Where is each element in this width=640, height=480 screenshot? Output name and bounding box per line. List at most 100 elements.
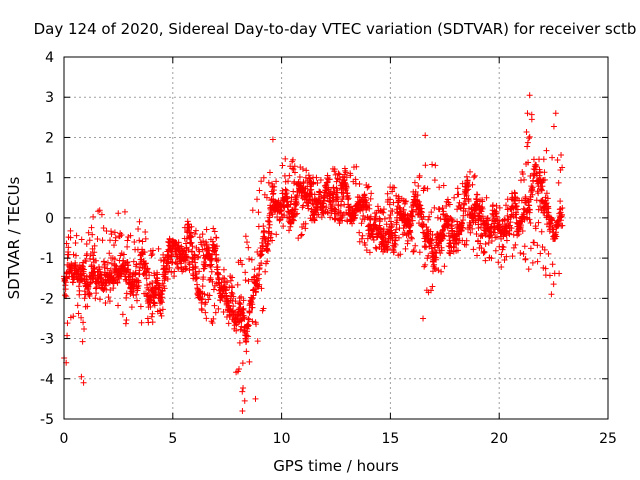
data-point (429, 161, 436, 168)
data-point (329, 202, 336, 209)
data-point (211, 228, 218, 235)
data-point (311, 217, 318, 224)
data-point (389, 223, 396, 230)
data-point (306, 175, 313, 182)
data-point (289, 216, 296, 223)
data-point (78, 236, 85, 243)
data-point (88, 262, 95, 269)
data-point (294, 210, 301, 217)
y-tick-label: -4 (40, 372, 54, 388)
data-point (402, 245, 409, 252)
data-point (465, 197, 472, 204)
data-point (467, 219, 474, 226)
data-point (195, 253, 202, 260)
data-point (251, 273, 258, 280)
data-point (479, 205, 486, 212)
data-point (493, 234, 500, 241)
data-point (545, 250, 552, 257)
data-point (124, 243, 131, 250)
data-point (241, 397, 248, 404)
data-point (526, 216, 533, 223)
data-point (81, 325, 88, 332)
data-point (477, 240, 484, 247)
data-point (503, 202, 510, 209)
data-point (236, 339, 243, 346)
data-point (393, 192, 400, 199)
data-point (420, 213, 427, 220)
data-point (500, 244, 507, 251)
data-point (359, 232, 366, 239)
data-point (63, 240, 70, 247)
data-point (254, 196, 261, 203)
data-point (267, 234, 274, 241)
data-point (111, 256, 118, 263)
data-point (503, 237, 510, 244)
data-point (455, 191, 462, 198)
data-point (212, 309, 219, 316)
data-point (498, 251, 505, 258)
data-point (481, 249, 488, 256)
data-point (469, 181, 476, 188)
data-point (286, 172, 293, 179)
data-point (183, 265, 190, 272)
data-point (85, 229, 92, 236)
data-point (408, 235, 415, 242)
data-point (558, 151, 565, 158)
x-tick-label: 5 (168, 431, 177, 447)
data-point (220, 309, 227, 316)
data-point (229, 274, 236, 281)
data-point (104, 259, 111, 266)
data-point (546, 272, 553, 279)
data-point (364, 184, 371, 191)
data-point (367, 195, 374, 202)
data-point (539, 183, 546, 190)
data-point (543, 147, 550, 154)
data-point (145, 286, 152, 293)
data-point (271, 183, 278, 190)
data-point (508, 225, 515, 232)
data-point (100, 258, 107, 265)
data-point (105, 294, 112, 301)
data-point (115, 302, 122, 309)
data-point (122, 320, 129, 327)
data-point (361, 191, 368, 198)
data-point (482, 240, 489, 247)
data-point (524, 139, 531, 146)
data-point (188, 239, 195, 246)
data-point (309, 200, 316, 207)
data-point (436, 206, 443, 213)
data-point (214, 263, 221, 270)
data-point (282, 186, 289, 193)
data-point (119, 311, 126, 318)
data-point (156, 307, 163, 314)
data-point (203, 315, 210, 322)
data-point (164, 276, 171, 283)
data-point (239, 360, 246, 367)
data-point (387, 227, 394, 234)
data-point (521, 176, 528, 183)
data-point (130, 258, 137, 265)
data-point (237, 257, 244, 264)
data-point (237, 301, 244, 308)
x-tick-label: 10 (273, 431, 291, 447)
data-point (206, 292, 213, 299)
data-point (440, 232, 447, 239)
data-point (440, 182, 447, 189)
data-point (146, 272, 153, 279)
data-point (161, 285, 168, 292)
data-point (131, 238, 138, 245)
data-point (334, 187, 341, 194)
data-point (535, 219, 542, 226)
data-point (473, 230, 480, 237)
data-point (482, 257, 489, 264)
data-point (456, 231, 463, 238)
data-point (464, 177, 471, 184)
data-point (447, 250, 454, 257)
data-point (386, 214, 393, 221)
data-point (356, 180, 363, 187)
data-point (99, 237, 106, 244)
data-point (515, 231, 522, 238)
data-point (64, 320, 71, 327)
data-point (513, 203, 520, 210)
